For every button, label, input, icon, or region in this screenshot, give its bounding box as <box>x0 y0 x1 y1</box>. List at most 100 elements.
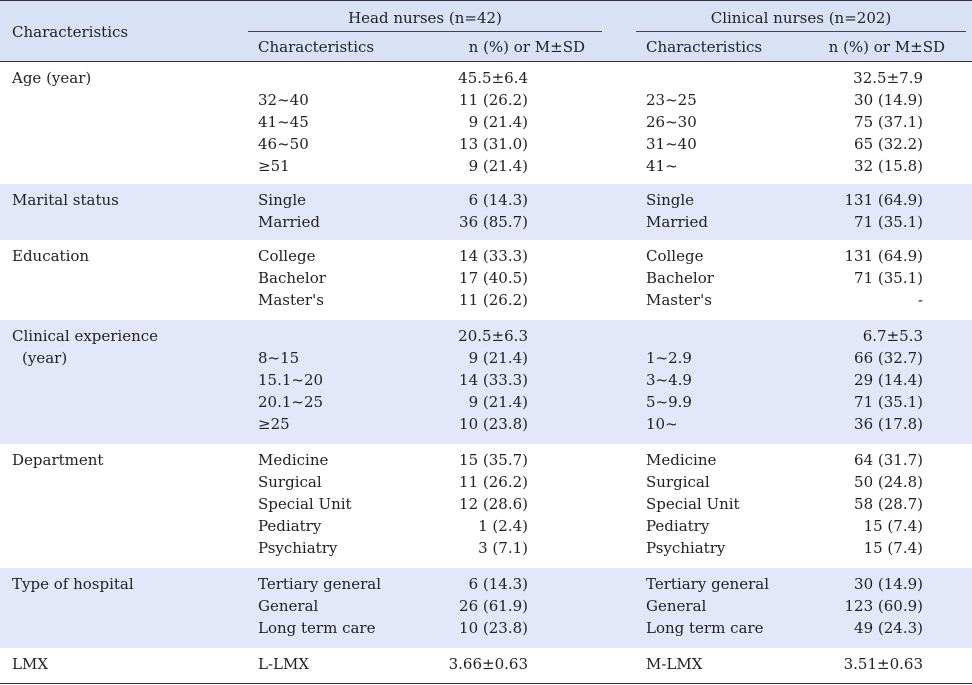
clinical-value: 71 (35.1) <box>854 213 923 231</box>
clinical-value: 50 (24.8) <box>854 473 923 491</box>
head-value: 17 (40.5) <box>459 269 528 287</box>
row-group: LMX L-LMX 3.66±0.63 M-LMX 3.51±0.63 <box>0 648 972 683</box>
head-value: 14 (33.3) <box>459 247 528 265</box>
head-category: Bachelor <box>258 269 326 287</box>
head-value: 15 (35.7) <box>459 451 528 469</box>
clinical-category: 1~2.9 <box>646 349 692 367</box>
head-value: 11 (26.2) <box>459 291 528 309</box>
clinical-category: Tertiary general <box>646 575 769 593</box>
clinical-category: Special Unit <box>646 495 740 513</box>
clinical-value: 30 (14.9) <box>854 91 923 109</box>
header-clinical-nurses: Clinical nurses (n=202) <box>710 9 892 27</box>
group-label: Marital status <box>12 191 119 209</box>
head-value: 6 (14.3) <box>468 191 528 209</box>
head-category: Psychiatry <box>258 539 338 557</box>
head-value: 11 (26.2) <box>459 91 528 109</box>
clinical-value: 6.7±5.3 <box>862 327 923 345</box>
group-label: Education <box>12 247 90 265</box>
clinical-value: 131 (64.9) <box>844 247 923 265</box>
clinical-category: 31~40 <box>646 135 697 153</box>
clinical-category: 23~25 <box>646 91 697 109</box>
clinical-value: 30 (14.9) <box>854 575 923 593</box>
clinical-category: Psychiatry <box>646 539 726 557</box>
clinical-value: 3.51±0.63 <box>843 655 923 673</box>
clinical-value: 15 (7.4) <box>863 539 923 557</box>
subheader-head-value: n (%) or M±SD <box>468 38 585 56</box>
head-category: 41~45 <box>258 113 309 131</box>
head-value: 9 (21.4) <box>468 349 528 367</box>
head-category: ≥25 <box>258 415 290 433</box>
head-category: General <box>258 597 319 615</box>
header-clin-rule <box>636 31 966 32</box>
table-header: Characteristics Head nurses (n=42) Clini… <box>0 0 972 62</box>
clinical-category: Single <box>646 191 695 209</box>
clinical-category: 3~4.9 <box>646 371 692 389</box>
head-value: 14 (33.3) <box>459 371 528 389</box>
subheader-clin-characteristics: Characteristics <box>646 38 763 56</box>
head-category: College <box>258 247 316 265</box>
clinical-value: 71 (35.1) <box>854 393 923 411</box>
clinical-category: Pediatry <box>646 517 710 535</box>
clinical-value: 58 (28.7) <box>854 495 923 513</box>
clinical-category: 41~ <box>646 157 678 175</box>
head-value: 9 (21.4) <box>468 113 528 131</box>
head-value: 10 (23.8) <box>459 415 528 433</box>
head-category: Surgical <box>258 473 322 491</box>
head-value: 10 (23.8) <box>459 619 528 637</box>
head-category: 8~15 <box>258 349 300 367</box>
clinical-category: M-LMX <box>646 655 703 673</box>
clinical-value: 36 (17.8) <box>854 415 923 433</box>
header-head-rule <box>248 31 602 32</box>
head-value: 13 (31.0) <box>459 135 528 153</box>
clinical-category: 26~30 <box>646 113 697 131</box>
header-head-nurses: Head nurses (n=42) <box>348 9 502 27</box>
head-value: 3 (7.1) <box>478 539 528 557</box>
group-label: Type of hospital <box>12 575 134 593</box>
head-value: 12 (28.6) <box>459 495 528 513</box>
head-category: Tertiary general <box>258 575 381 593</box>
head-value: 3.66±0.63 <box>448 655 528 673</box>
clinical-category: Bachelor <box>646 269 714 287</box>
group-label: Clinical experience <box>12 327 159 345</box>
clinical-category: Married <box>646 213 708 231</box>
clinical-category: 10~ <box>646 415 678 433</box>
bottom-rule <box>0 683 972 684</box>
head-category: 46~50 <box>258 135 309 153</box>
group-label-continuation: (year) <box>22 349 68 367</box>
head-category: Married <box>258 213 320 231</box>
head-category: Single <box>258 191 307 209</box>
head-value: 20.5±6.3 <box>458 327 528 345</box>
group-label: Department <box>12 451 104 469</box>
head-category: 15.1~20 <box>258 371 324 389</box>
head-value: 36 (85.7) <box>459 213 528 231</box>
row-group: Marital status Single 6 (14.3) Single 131 (6… <box>0 184 972 240</box>
head-value: 6 (14.3) <box>468 575 528 593</box>
row-group: Education College 14 (33.3) College 131 (64.… <box>0 240 972 320</box>
clinical-category: 5~9.9 <box>646 393 692 411</box>
clinical-value: 71 (35.1) <box>854 269 923 287</box>
clinical-value: 32.5±7.9 <box>853 69 923 87</box>
head-category: Medicine <box>258 451 329 469</box>
clinical-value: - <box>917 291 923 309</box>
header-characteristics: Characteristics <box>12 23 129 41</box>
head-value: 11 (26.2) <box>459 473 528 491</box>
clinical-value: 123 (60.9) <box>844 597 923 615</box>
head-value: 45.5±6.4 <box>458 69 528 87</box>
head-value: 9 (21.4) <box>468 393 528 411</box>
head-value: 9 (21.4) <box>468 157 528 175</box>
clinical-category: College <box>646 247 704 265</box>
head-category: 20.1~25 <box>258 393 324 411</box>
clinical-category: Surgical <box>646 473 710 491</box>
head-category: Pediatry <box>258 517 322 535</box>
head-value: 1 (2.4) <box>478 517 528 535</box>
clinical-value: 64 (31.7) <box>854 451 923 469</box>
group-label: LMX <box>12 655 48 673</box>
clinical-value: 29 (14.4) <box>854 371 923 389</box>
clinical-category: General <box>646 597 707 615</box>
clinical-category: Long term care <box>646 619 764 637</box>
head-category: Long term care <box>258 619 376 637</box>
clinical-category: Master's <box>646 291 712 309</box>
head-category: Master's <box>258 291 324 309</box>
head-category: Special Unit <box>258 495 352 513</box>
